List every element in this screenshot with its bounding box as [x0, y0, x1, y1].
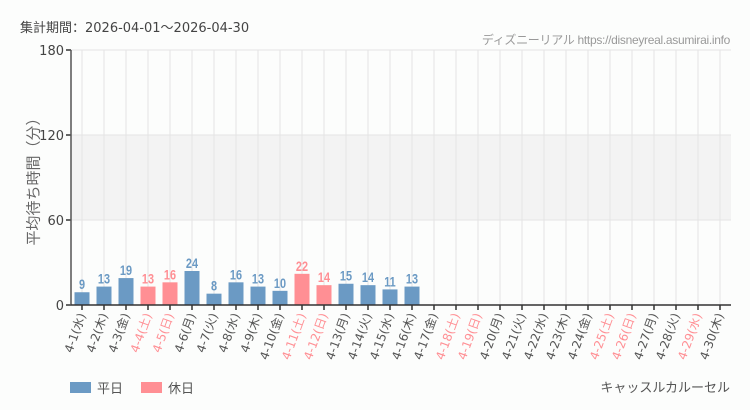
- y-tick-label: 180: [39, 44, 64, 59]
- attraction-name: キャッスルカルーセル: [600, 381, 730, 396]
- legend-weekday-label: 平日: [97, 382, 124, 397]
- bar[interactable]: [382, 289, 398, 305]
- bar[interactable]: [360, 285, 376, 305]
- shaded-band: [71, 135, 731, 220]
- bar-value-label: 14: [318, 270, 330, 286]
- bar-value-label: 19: [120, 263, 132, 279]
- y-tick-label: 0: [56, 299, 64, 314]
- bar-value-label: 24: [186, 256, 198, 272]
- bar-value-label: 16: [230, 267, 242, 283]
- bar-value-label: 13: [98, 271, 110, 287]
- y-tick-label: 120: [39, 129, 64, 144]
- bar-value-label: 22: [296, 259, 308, 275]
- bar[interactable]: [162, 282, 178, 305]
- bar[interactable]: [338, 283, 354, 305]
- period-label: 集計期間：2026-04-01〜2026-04-30: [20, 21, 250, 36]
- bar-value-label: 11: [384, 274, 396, 290]
- bar[interactable]: [294, 273, 310, 305]
- bar[interactable]: [250, 286, 266, 305]
- bar-value-label: 14: [362, 270, 374, 286]
- legend-weekday-swatch: [70, 382, 91, 393]
- bar[interactable]: [206, 293, 222, 305]
- bar-value-label: 16: [164, 267, 176, 283]
- bar[interactable]: [228, 282, 244, 305]
- legend-holiday-swatch: [141, 382, 163, 393]
- site-credit: ディズニーリアル https://disneyreal.asumirai.inf…: [481, 33, 730, 47]
- bar[interactable]: [118, 278, 134, 305]
- bar[interactable]: [272, 290, 288, 305]
- bar-value-label: 15: [340, 268, 352, 284]
- bar[interactable]: [404, 286, 420, 305]
- bar[interactable]: [74, 292, 90, 305]
- y-tick-label: 60: [47, 214, 64, 229]
- bar-value-label: 9: [79, 277, 85, 293]
- bar-value-label: 10: [274, 276, 286, 292]
- legend-weekday: 平日: [70, 378, 123, 397]
- legend-holiday-label: 休日: [168, 382, 195, 397]
- bar-value-label: 13: [406, 271, 418, 287]
- bar[interactable]: [96, 286, 112, 305]
- bar[interactable]: [184, 271, 200, 305]
- bar[interactable]: [316, 285, 332, 305]
- bar[interactable]: [140, 286, 156, 305]
- legend-holiday: 休日: [141, 378, 194, 397]
- legend: 平日 休日: [70, 378, 212, 397]
- bar-value-label: 8: [211, 278, 217, 294]
- bar-value-label: 13: [142, 271, 154, 287]
- bar-value-label: 13: [252, 271, 264, 287]
